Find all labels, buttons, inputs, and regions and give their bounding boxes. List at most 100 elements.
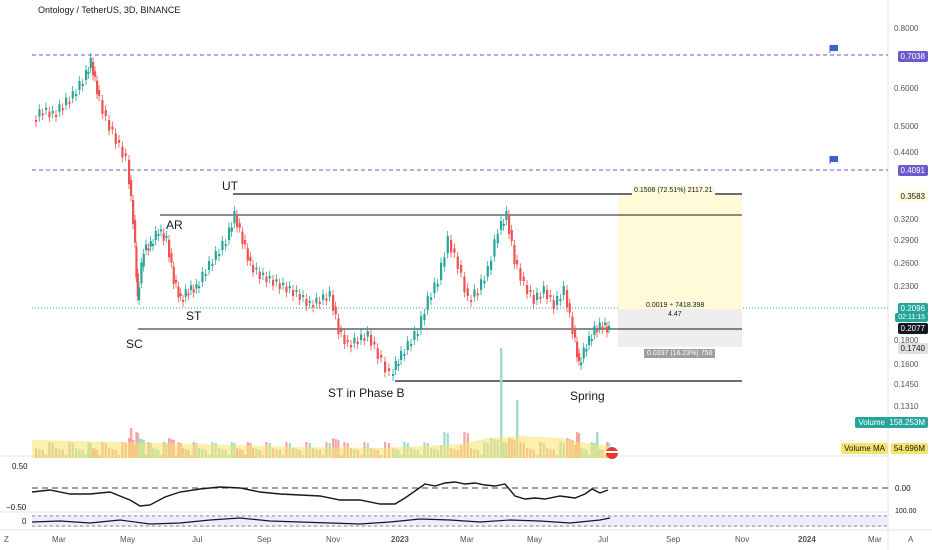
candle <box>380 355 383 358</box>
candle <box>585 349 588 352</box>
candle <box>578 353 581 361</box>
candle <box>168 240 171 258</box>
candle <box>593 326 596 335</box>
candle <box>549 295 552 297</box>
stop-price-badge: 0.1740 <box>897 343 928 354</box>
candle <box>394 361 397 370</box>
candle <box>568 303 571 313</box>
time-tick: May <box>120 535 136 544</box>
candle <box>542 286 545 294</box>
candle <box>483 280 486 284</box>
loss-zone[interactable] <box>618 309 742 347</box>
candle <box>315 297 318 304</box>
candle <box>406 341 409 350</box>
candle <box>182 300 185 302</box>
candle <box>463 276 466 293</box>
candle <box>132 200 135 224</box>
candle <box>473 289 476 297</box>
candle <box>546 290 549 299</box>
candle <box>480 279 483 290</box>
flag-icon[interactable] <box>829 45 838 53</box>
candle <box>262 272 265 275</box>
candle <box>510 230 513 241</box>
auto-scale-icon[interactable]: A <box>908 535 914 544</box>
target-price-badge: 0.3583 <box>897 191 928 202</box>
candle <box>590 339 593 341</box>
time-tick: 2023 <box>391 535 409 544</box>
profit-zone[interactable] <box>618 194 742 309</box>
candle <box>78 81 81 90</box>
candle <box>500 221 503 230</box>
flag-icon[interactable] <box>829 156 838 164</box>
candle <box>68 101 71 104</box>
candle <box>608 326 611 329</box>
candle <box>236 215 239 228</box>
candle <box>157 234 160 236</box>
candle <box>450 240 453 253</box>
candle <box>160 229 163 232</box>
candle <box>140 262 143 284</box>
candle <box>496 234 499 244</box>
candle <box>325 298 328 301</box>
candle <box>96 80 99 94</box>
candle <box>292 290 295 296</box>
sc-label: SC <box>126 337 143 351</box>
candle <box>201 272 204 282</box>
candle <box>493 239 496 257</box>
candle <box>162 233 165 241</box>
candle <box>145 244 148 250</box>
candle <box>502 224 505 226</box>
candle <box>124 153 127 156</box>
target-info: 0.1506 (72.51%) 2117.21 <box>632 186 715 195</box>
candle <box>536 292 539 300</box>
candle <box>48 111 51 118</box>
upper-line-price-badge: 0.4091 <box>897 165 928 176</box>
candle <box>446 236 449 254</box>
candle <box>604 322 607 325</box>
candle <box>65 97 68 105</box>
candle <box>85 70 88 80</box>
osc-bottom-label: −0.50 <box>6 503 27 512</box>
last-price-badge: 0.2077 <box>897 323 928 334</box>
candle <box>556 296 559 305</box>
candle <box>346 340 349 342</box>
candle <box>114 133 117 144</box>
candle <box>55 115 58 117</box>
candle <box>98 90 101 96</box>
candle <box>302 295 305 297</box>
ar-label: AR <box>166 218 183 232</box>
volume-ma-area <box>32 436 610 458</box>
candle <box>559 299 562 301</box>
oscillator-line <box>31 481 609 507</box>
stop-info: 0.0337 (16.23%) 750 <box>644 349 716 358</box>
z-icon[interactable]: Z <box>4 535 9 544</box>
volume-ma-value: 54.696M <box>890 443 928 454</box>
candle <box>400 351 403 360</box>
volume-bar <box>516 400 519 458</box>
candle <box>61 108 64 111</box>
candle <box>249 256 252 261</box>
candle <box>453 248 456 253</box>
time-tick: Mar <box>460 535 474 544</box>
candle <box>580 362 583 365</box>
candle <box>370 335 373 346</box>
candle <box>420 316 423 330</box>
time-tick: Jul <box>598 535 609 544</box>
price-tick: 0.5000 <box>894 122 919 131</box>
candle <box>376 348 379 359</box>
candle <box>149 241 152 247</box>
candle <box>443 257 446 267</box>
center-ratio: 4.47 <box>668 311 682 318</box>
price-tick: 0.8000 <box>894 24 919 33</box>
candle <box>433 282 436 294</box>
candle <box>71 91 74 99</box>
volume-bar <box>500 348 503 458</box>
time-tick: 2024 <box>798 535 816 544</box>
time-tick: May <box>527 535 543 544</box>
candle <box>246 248 249 261</box>
candle <box>81 84 84 86</box>
candle <box>58 104 61 112</box>
candle <box>238 223 241 228</box>
candle <box>436 284 439 287</box>
